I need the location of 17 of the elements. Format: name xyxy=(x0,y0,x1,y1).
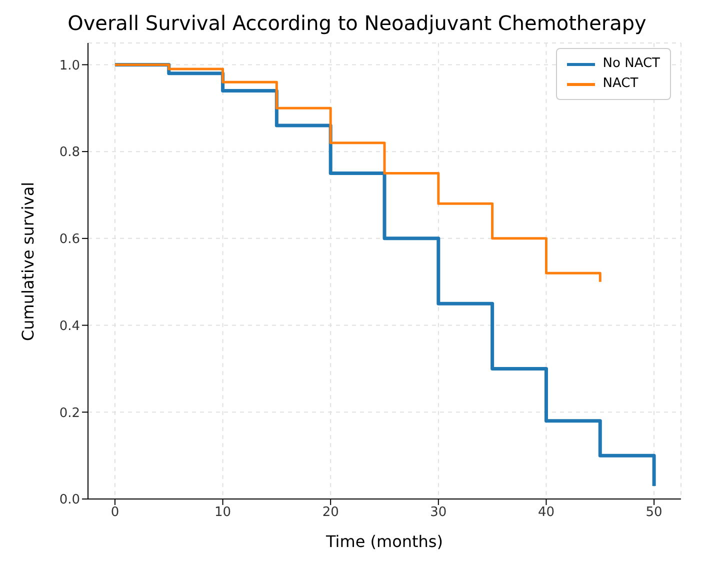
x-tick-label: 0 xyxy=(110,505,120,520)
y-axis-title: Cumulative survival xyxy=(18,182,38,341)
y-tick-label: 1.0 xyxy=(59,58,80,74)
y-tick-label: 0.0 xyxy=(59,492,80,508)
y-tick-label: 0.6 xyxy=(59,232,80,248)
x-tick-label: 50 xyxy=(646,505,662,520)
y-tick-label: 0.2 xyxy=(59,406,80,421)
y-tick-label: 0.8 xyxy=(59,145,80,160)
legend-label: NACT xyxy=(602,75,638,93)
legend-label: No NACT xyxy=(602,55,660,73)
x-tick-label: 40 xyxy=(538,505,554,520)
y-tick-label: 0.4 xyxy=(59,318,80,334)
x-tick-label: 10 xyxy=(214,505,232,520)
x-tick-label: 20 xyxy=(322,505,339,520)
chart-title: Overall Survival According to Neoadjuvant Chemotherapy xyxy=(66,10,648,37)
x-axis-title: Time (months) xyxy=(325,532,443,551)
x-tick-label: 30 xyxy=(430,505,447,520)
